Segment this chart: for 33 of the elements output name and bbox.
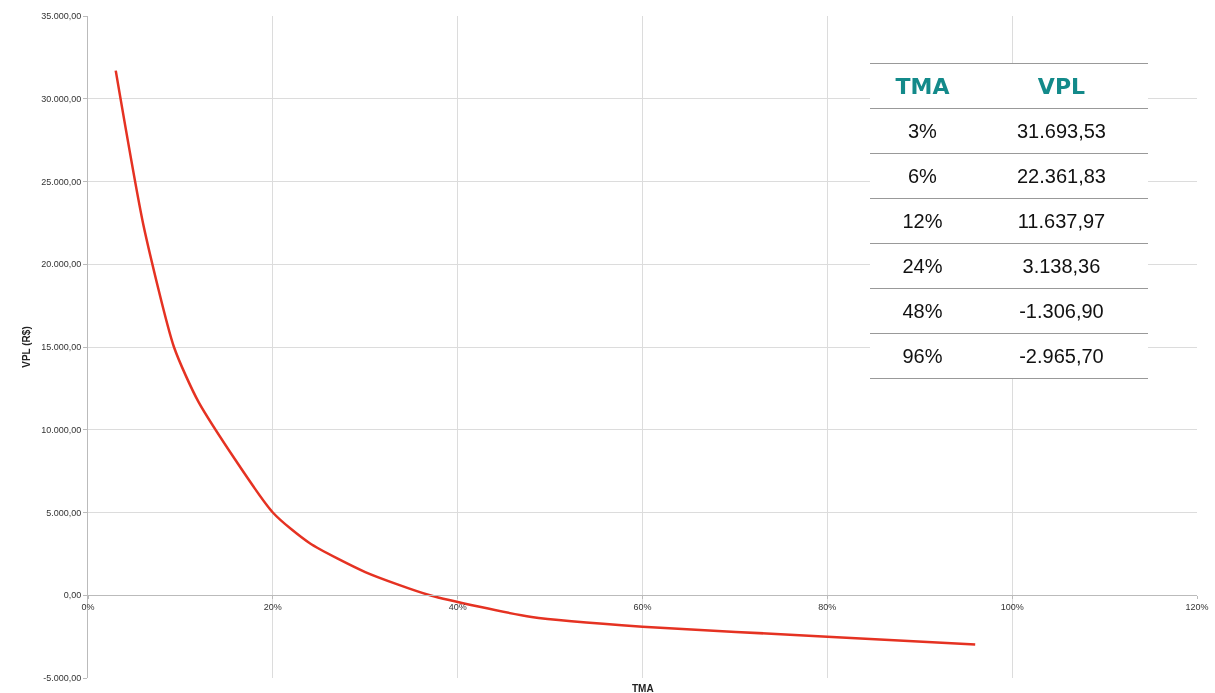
annotation: 12% [870,198,975,244]
x-axis-title: TMA [632,683,654,693]
y-tick-label: 30.000,00 [41,93,82,104]
y-tick-label: 10.000,00 [41,424,82,435]
y-tick-label: 5.000,00 [46,507,82,518]
annotation: -2.965,70 [974,333,1148,379]
annotation: 96% [870,333,975,379]
annotation: 24% [870,243,975,289]
line-series [114,69,977,646]
y-tick-label: 25.000,00 [41,176,82,187]
annotation: 48% [870,288,975,334]
y-tick-label: -5.000,00 [43,673,82,684]
y-axis-title: VPL (R$) [21,326,33,368]
annotation: 3.138,36 [974,243,1148,289]
annotation: 11.637,97 [974,198,1148,244]
y-tick-label: 35.000,00 [41,11,82,22]
x-tick-label: 80% [818,602,837,613]
annotation: TMA [870,63,975,109]
y-tick-label: 0,00 [63,590,82,601]
x-tick-label: 40% [448,602,467,613]
x-tick-label: 20% [263,602,282,613]
x-tick-label: 60% [633,602,652,613]
x-tick-label: 0% [81,602,95,613]
annotation: VPL [974,63,1148,109]
x-tick-label: 120% [1185,602,1209,613]
annotation: 31.693,53 [974,108,1148,154]
y-tick-label: 20.000,00 [41,259,82,270]
annotation: 3% [870,108,975,154]
annotation: 6% [870,153,975,199]
annotation: -1.306,90 [974,288,1148,334]
annotation: 22.361,83 [974,153,1148,199]
y-tick-label: 15.000,00 [41,342,82,353]
x-tick-label: 100% [1000,602,1024,613]
